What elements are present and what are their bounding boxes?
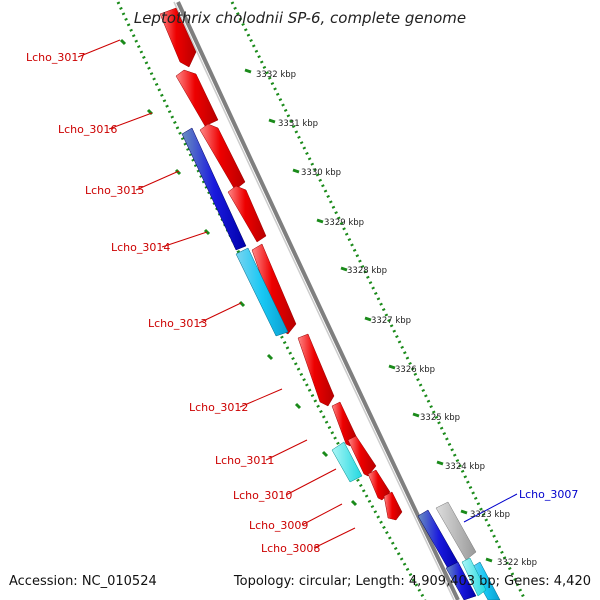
gene-neutral: [435, 501, 477, 561]
scale-label: 3322 kbp: [497, 558, 537, 568]
gene-forward: [383, 491, 403, 521]
forward-strand-genes: [159, 7, 403, 521]
reverse-strand-genes: [181, 127, 501, 600]
scale-label: 3330 kbp: [301, 168, 341, 178]
outer-ring-ticks: [119, 38, 358, 507]
inner-ring-ticks: [244, 68, 493, 563]
gene-label: Lcho_3010: [233, 489, 292, 502]
gene-label: Lcho_3009: [249, 519, 308, 532]
gene-reverse: [445, 561, 477, 600]
gene-label: Lcho_3014: [111, 241, 170, 254]
gene-labels: Lcho_3017 Lcho_3016 Lcho_3015 Lcho_3014 …: [26, 51, 578, 555]
scale-label: 3328 kbp: [347, 266, 387, 276]
scale-label: 3329 kbp: [324, 218, 364, 228]
scale-label: 3327 kbp: [371, 316, 411, 326]
genome-summary-text: Topology: circular; Length: 4,909,403 bp…: [233, 574, 591, 589]
gene-neutral: [461, 557, 487, 597]
gene-forward: [199, 123, 246, 191]
gene-forward: [159, 7, 197, 68]
scale-label: 3324 kbp: [445, 462, 485, 472]
gene-reverse: [181, 127, 247, 251]
gene-reverse: [331, 441, 363, 483]
gene-label: Lcho_3016: [58, 123, 117, 136]
scale-label: 3325 kbp: [420, 413, 460, 423]
scale-label: 3326 kbp: [395, 365, 435, 375]
gene-label: Lcho_3012: [189, 401, 248, 414]
scale-label: 3331 kbp: [278, 119, 318, 129]
gene-label: Lcho_3011: [215, 454, 274, 467]
inner-tick-ring: [230, 1, 527, 600]
gene-label: Lcho_3013: [148, 317, 207, 330]
gene-label: Lcho_3017: [26, 51, 85, 64]
gene-label: Lcho_3015: [85, 184, 144, 197]
gene-forward: [175, 69, 219, 127]
gene-forward: [297, 333, 335, 407]
genome-backbone-highlight: [173, 1, 455, 600]
gene-leader-lines: [77, 39, 518, 549]
map-title: Leptothrix cholodnii SP-6, complete geno…: [133, 9, 467, 27]
gene-forward: [347, 435, 377, 477]
scale-label: 3332 kbp: [256, 70, 296, 80]
gene-reverse: [235, 247, 289, 337]
gene-label: Lcho_3007: [519, 488, 578, 501]
scale-labels: 3332 kbp 3331 kbp 3330 kbp 3329 kbp 3328…: [256, 70, 537, 568]
gene-forward: [227, 185, 267, 243]
gene-label: Lcho_3008: [261, 542, 320, 555]
scale-label: 3323 kbp: [470, 510, 510, 520]
accession-text: Accession: NC_010524: [9, 574, 157, 589]
genome-backbone: [176, 1, 460, 600]
